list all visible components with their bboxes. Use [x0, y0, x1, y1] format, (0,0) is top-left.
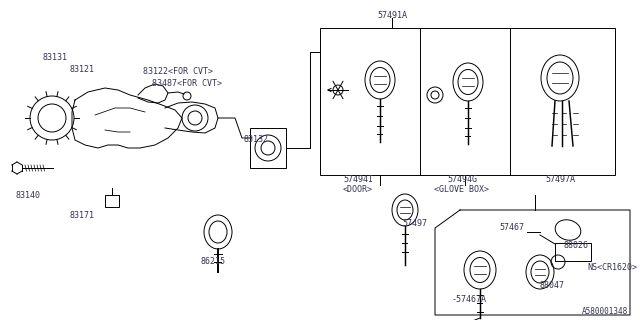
Text: 83131: 83131	[42, 53, 67, 62]
Bar	[250, 128, 286, 168]
Text: 86215: 86215	[200, 258, 225, 267]
Text: <GLOVE BOX>: <GLOVE BOX>	[435, 186, 490, 195]
Text: 83487<FOR CVT>: 83487<FOR CVT>	[152, 78, 222, 87]
Text: 83122<FOR CVT>: 83122<FOR CVT>	[143, 68, 213, 76]
Text: 57494I: 57494I	[343, 175, 373, 185]
Text: 57491A: 57491A	[377, 12, 407, 20]
Text: <DOOR>: <DOOR>	[343, 186, 373, 195]
Text: 57497: 57497	[403, 220, 428, 228]
Bar	[320, 28, 615, 175]
Text: 88026: 88026	[564, 242, 589, 251]
Text: NS<CR1620>: NS<CR1620>	[587, 263, 637, 273]
Text: 88047: 88047	[540, 281, 564, 290]
Text: 83132: 83132	[244, 135, 269, 145]
Text: A580001348: A580001348	[582, 308, 628, 316]
Text: 83121: 83121	[70, 66, 95, 75]
Text: 57494G: 57494G	[447, 175, 477, 185]
Text: 57467: 57467	[499, 223, 524, 233]
Text: 83140: 83140	[15, 190, 40, 199]
Bar	[555, 243, 591, 261]
Text: -57467A: -57467A	[452, 294, 487, 303]
Text: 83171: 83171	[70, 211, 95, 220]
Text: 57497A: 57497A	[545, 175, 575, 185]
Bar	[105, 195, 119, 207]
